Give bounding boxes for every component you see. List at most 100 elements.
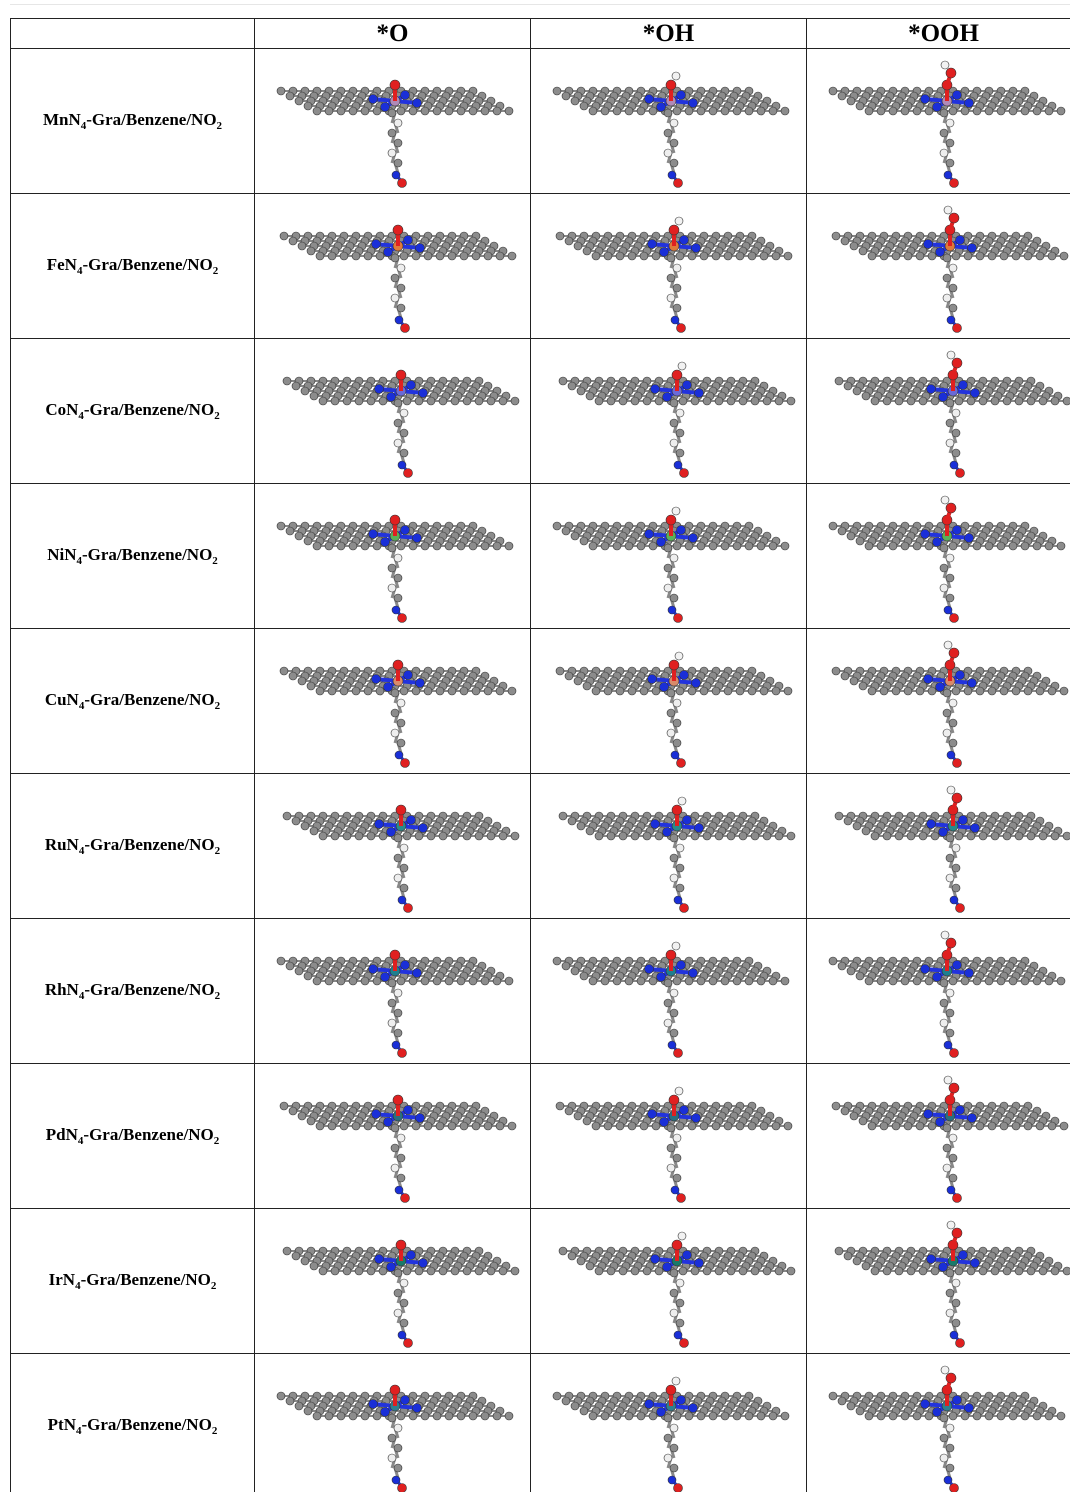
- atom: [895, 397, 903, 405]
- subscript: 2: [217, 120, 223, 132]
- atom: [343, 832, 351, 840]
- atom: [657, 103, 666, 112]
- atom: [760, 1122, 768, 1130]
- atom: [862, 827, 870, 835]
- atom: [367, 1267, 375, 1275]
- atom: [946, 574, 954, 582]
- column-header: *OH: [531, 19, 807, 49]
- atom: [943, 1124, 951, 1132]
- atom: [394, 119, 402, 127]
- atom: [1000, 1122, 1008, 1130]
- atom: [286, 527, 294, 535]
- atom: [463, 397, 471, 405]
- atom: [924, 240, 933, 249]
- atom: [1063, 397, 1070, 405]
- atom: [580, 537, 588, 545]
- atom: [319, 832, 327, 840]
- atom: [394, 1009, 402, 1017]
- atom: [583, 1117, 591, 1125]
- atom: [712, 687, 720, 695]
- atom: [688, 1122, 696, 1130]
- atom: [660, 248, 669, 257]
- atom: [680, 904, 689, 913]
- atom: [310, 392, 318, 400]
- atom: [949, 284, 957, 292]
- structure-image: [807, 49, 1070, 193]
- atom: [496, 1122, 504, 1130]
- atom: [457, 107, 465, 115]
- atom: [508, 687, 516, 695]
- atom: [868, 687, 876, 695]
- atom: [289, 1107, 297, 1115]
- row-label: RhN4-Gra/Benzene/NO2: [11, 919, 255, 1064]
- atom: [943, 294, 951, 302]
- atom: [675, 1087, 683, 1095]
- atom: [413, 534, 422, 543]
- atom: [289, 672, 297, 680]
- atom: [674, 461, 682, 469]
- atom: [664, 129, 672, 137]
- atom: [940, 564, 948, 572]
- atom: [508, 252, 516, 260]
- atom: [1048, 687, 1056, 695]
- atom: [967, 832, 975, 840]
- atom: [401, 1194, 410, 1203]
- atom: [673, 1134, 681, 1142]
- atom: [913, 542, 921, 550]
- atom: [949, 699, 957, 707]
- atom: [709, 107, 717, 115]
- atom: [331, 1267, 339, 1275]
- atom: [961, 977, 969, 985]
- atom: [679, 397, 687, 405]
- atom: [709, 542, 717, 550]
- atom: [675, 652, 683, 660]
- atom: [577, 387, 585, 395]
- atom: [394, 1309, 402, 1317]
- atom: [670, 989, 678, 997]
- atom: [394, 574, 402, 582]
- atom: [953, 759, 962, 768]
- atom: [949, 1174, 957, 1182]
- atom: [280, 667, 288, 675]
- atom: [940, 544, 948, 552]
- atom: [883, 832, 891, 840]
- atom: [361, 542, 369, 550]
- atom: [583, 247, 591, 255]
- label-text: -Gra/Benzene/NO: [82, 255, 212, 274]
- atom: [781, 107, 789, 115]
- atom: [669, 225, 679, 235]
- atom: [1009, 977, 1017, 985]
- atom: [403, 832, 411, 840]
- atom: [388, 564, 396, 572]
- atom: [589, 542, 597, 550]
- atom: [941, 496, 949, 504]
- atom: [664, 149, 672, 157]
- atom: [388, 544, 396, 552]
- atom: [673, 977, 681, 985]
- atom: [415, 832, 423, 840]
- atom: [394, 139, 402, 147]
- atom: [307, 1117, 315, 1125]
- atom: [648, 675, 657, 684]
- atom: [703, 397, 711, 405]
- atom: [944, 171, 952, 179]
- atom: [748, 687, 756, 695]
- structure-image: [807, 629, 1070, 773]
- atom: [953, 961, 962, 970]
- atom: [666, 80, 676, 90]
- atom: [856, 972, 864, 980]
- atom: [331, 832, 339, 840]
- atom: [927, 385, 936, 394]
- atom: [595, 397, 603, 405]
- atom: [1051, 832, 1059, 840]
- atom: [407, 381, 416, 390]
- atom: [689, 99, 698, 108]
- atom: [361, 107, 369, 115]
- atom: [673, 542, 681, 550]
- atom: [664, 1019, 672, 1027]
- atom: [964, 1122, 972, 1130]
- subscript: 2: [212, 555, 218, 567]
- atom: [943, 1164, 951, 1172]
- atom: [562, 527, 570, 535]
- atom: [511, 1267, 519, 1275]
